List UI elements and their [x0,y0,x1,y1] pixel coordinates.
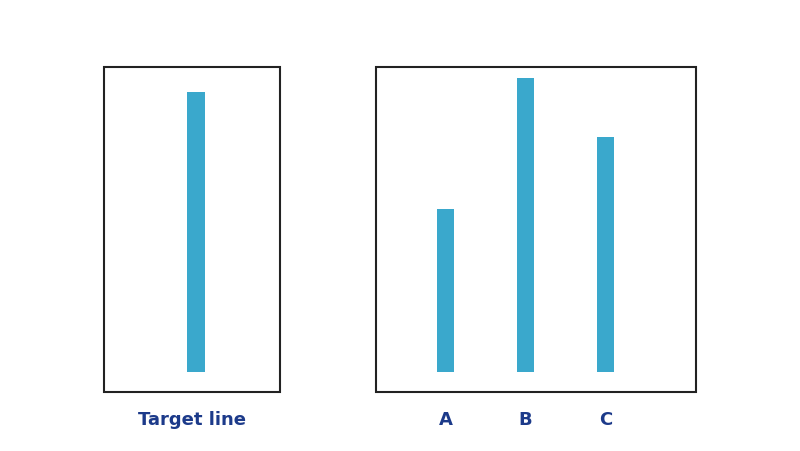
Bar [517,79,534,372]
Text: Target line: Target line [138,410,246,428]
Bar [597,138,614,372]
Bar [376,68,696,392]
Text: B: B [518,410,533,428]
Text: A: A [438,410,453,428]
Bar [437,210,454,372]
Bar [104,68,280,392]
Text: C: C [599,410,612,428]
Bar [187,92,205,372]
